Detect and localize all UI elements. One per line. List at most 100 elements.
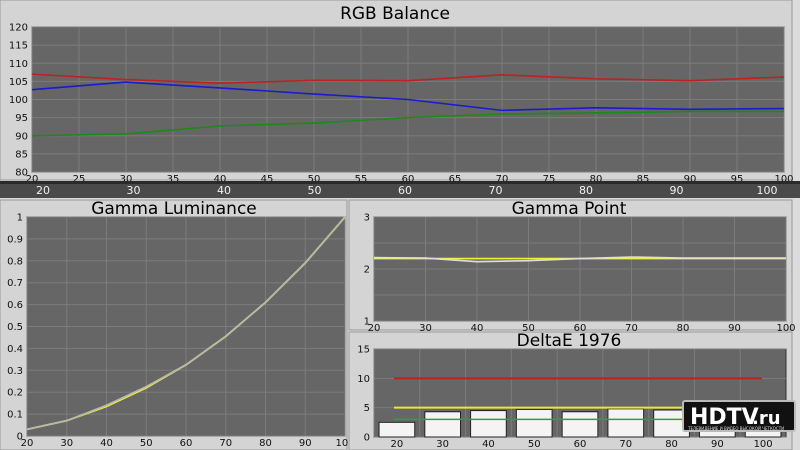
y-tick-label: 95 bbox=[15, 113, 28, 124]
deltae-bar bbox=[424, 411, 462, 438]
x-tick-label: 70 bbox=[219, 438, 232, 449]
deltae-bar bbox=[515, 408, 553, 438]
x-tick-label: 40 bbox=[100, 438, 113, 449]
y-tick-label: 1 bbox=[364, 317, 370, 328]
x-tick-label: 25 bbox=[73, 174, 86, 185]
bar-x-tick-label: 70 bbox=[489, 184, 503, 197]
gamma-point-panel: Gamma Point 1 2 3 20 30 40 50 60 70 80 90 100 bbox=[348, 199, 796, 334]
deltae-panel: DeltaE 1976 0 5 10 15 20 30 40 50 60 70 80 90 100 bbox=[348, 331, 793, 450]
x-tick-label: 30 bbox=[120, 174, 133, 185]
series-line-0 bbox=[31, 73, 785, 84]
gamma-point-title: Gamma Point bbox=[512, 199, 627, 219]
y-tick-label: 5 bbox=[364, 403, 370, 414]
x-tick-label: 40 bbox=[214, 174, 227, 185]
x-tick-label: 85 bbox=[637, 174, 650, 185]
x-tick-label: 20 bbox=[26, 174, 39, 185]
x-tick-label: 20 bbox=[391, 439, 404, 450]
x-tick-label: 75 bbox=[543, 174, 556, 185]
y-tick-label: 0.1 bbox=[7, 410, 23, 421]
y-tick-label: 2 bbox=[364, 265, 370, 276]
gamma-luminance-panel: Gamma Luminance 0 0.1 0.2 0.3 0.4 0.5 0.6 0.7 0.… bbox=[0, 199, 355, 450]
series-line-1 bbox=[26, 216, 346, 431]
x-tick-label: 100 bbox=[774, 174, 793, 185]
x-tick-label: 50 bbox=[308, 174, 321, 185]
bar-x-tick-label: 40 bbox=[217, 184, 231, 197]
x-tick-label: 50 bbox=[522, 323, 535, 334]
x-tick-label: 100 bbox=[754, 439, 773, 450]
hdtv-logo: HDTV .ru ТЕЛЕВИДЕНИЕ И ВИДЕО ВЫСОКОЙ ЧЕТ… bbox=[682, 400, 796, 432]
x-tick-label: 60 bbox=[402, 174, 415, 185]
logo-suffix: .ru bbox=[752, 408, 781, 429]
y-tick-label: 10 bbox=[357, 374, 370, 385]
logo-brand: HDTV bbox=[690, 405, 759, 430]
bar-x-tick-label: 50 bbox=[308, 184, 322, 197]
x-tick-label: 80 bbox=[590, 174, 603, 185]
bar-x-tick-label: 60 bbox=[398, 184, 412, 197]
y-tick-label: 0.4 bbox=[7, 344, 23, 355]
series-line-1 bbox=[373, 256, 786, 263]
x-tick-label: 90 bbox=[299, 438, 312, 449]
x-tick-label: 40 bbox=[471, 323, 484, 334]
x-tick-label: 90 bbox=[728, 323, 741, 334]
x-tick-label: 30 bbox=[60, 438, 73, 449]
x-tick-label: 70 bbox=[496, 174, 509, 185]
y-tick-label: 1 bbox=[17, 213, 23, 224]
x-tick-label: 30 bbox=[436, 439, 449, 450]
x-tick-label: 55 bbox=[355, 174, 368, 185]
y-tick-label: 85 bbox=[15, 149, 28, 160]
y-tick-label: 15 bbox=[357, 345, 370, 356]
x-tick-label: 95 bbox=[731, 174, 744, 185]
y-tick-label: 110 bbox=[9, 59, 28, 70]
x-tick-label: 60 bbox=[574, 323, 587, 334]
x-tick-label: 100 bbox=[776, 323, 795, 334]
y-tick-label: 0.3 bbox=[7, 366, 23, 377]
deltae-title: DeltaE 1976 bbox=[517, 331, 622, 351]
gamma-luminance-title: Gamma Luminance bbox=[91, 199, 257, 219]
x-tick-label: 70 bbox=[625, 323, 638, 334]
deltae-bar bbox=[470, 410, 507, 438]
x-tick-label: 20 bbox=[368, 323, 381, 334]
x-tick-label: 70 bbox=[619, 439, 632, 450]
y-tick-label: 0.7 bbox=[7, 278, 23, 289]
y-tick-label: 0 bbox=[17, 432, 23, 443]
y-tick-label: 0.2 bbox=[7, 388, 23, 399]
y-tick-label: 0.9 bbox=[7, 234, 23, 245]
y-tick-label: 105 bbox=[9, 77, 28, 88]
bar-x-tick-label: 80 bbox=[579, 184, 593, 197]
y-tick-label: 100 bbox=[9, 95, 28, 106]
x-tick-label: 60 bbox=[180, 438, 193, 449]
x-tick-label: 50 bbox=[528, 439, 541, 450]
deltae-bar bbox=[607, 408, 645, 438]
y-tick-label: 80 bbox=[15, 168, 28, 179]
bar-x-tick-label: 90 bbox=[670, 184, 684, 197]
x-tick-label: 20 bbox=[21, 438, 34, 449]
x-tick-label: 65 bbox=[449, 174, 462, 185]
rgb-balance-title: RGB Balance bbox=[340, 4, 450, 24]
y-tick-label: 0.6 bbox=[7, 300, 23, 311]
x-tick-label: 80 bbox=[665, 439, 678, 450]
y-tick-label: 0 bbox=[364, 433, 370, 444]
x-tick-label: 60 bbox=[574, 439, 587, 450]
bar-x-tick-label: 100 bbox=[757, 184, 778, 197]
deltae-bar bbox=[378, 421, 416, 438]
series-line-2 bbox=[31, 110, 784, 137]
y-tick-label: 120 bbox=[9, 23, 28, 34]
bar-x-tick-label: 20 bbox=[36, 184, 50, 197]
series-line-1 bbox=[31, 81, 785, 112]
x-tick-label: 80 bbox=[677, 323, 690, 334]
x-tick-label: 30 bbox=[419, 323, 432, 334]
x-tick-label: 35 bbox=[167, 174, 180, 185]
y-tick-label: 3 bbox=[364, 213, 370, 224]
x-tick-label: 100 bbox=[335, 438, 354, 449]
x-tick-label: 40 bbox=[482, 439, 495, 450]
bar-x-tick-label: 30 bbox=[127, 184, 141, 197]
y-tick-label: 115 bbox=[9, 41, 28, 52]
x-tick-label: 90 bbox=[711, 439, 724, 450]
rgb-balance-panel: RGB Balance 80 85 90 95 100 105 110 115 120 20 25… bbox=[0, 0, 794, 185]
deltae-bar bbox=[561, 411, 599, 438]
y-tick-label: 90 bbox=[15, 131, 28, 142]
x-tick-label: 80 bbox=[259, 438, 272, 449]
x-tick-label: 90 bbox=[684, 174, 697, 185]
logo-tagline: ТЕЛЕВИДЕНИЕ И ВИДЕО ВЫСОКОЙ ЧЕТКОСТИ bbox=[687, 426, 784, 431]
